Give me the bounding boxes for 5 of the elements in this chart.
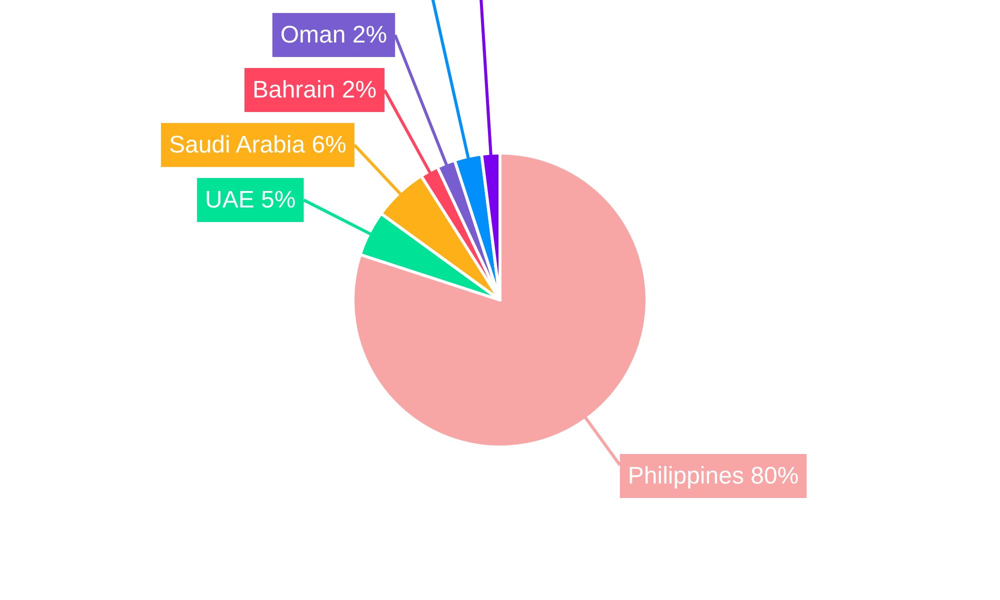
slice-label: Oman 2% [280,22,388,48]
slice-label: Bahrain 2% [252,76,377,104]
slice-label: Philippines 80% [628,462,799,490]
slice-label: UAE 5% [205,186,296,214]
slice-label: Saudi Arabia 6% [168,132,346,158]
